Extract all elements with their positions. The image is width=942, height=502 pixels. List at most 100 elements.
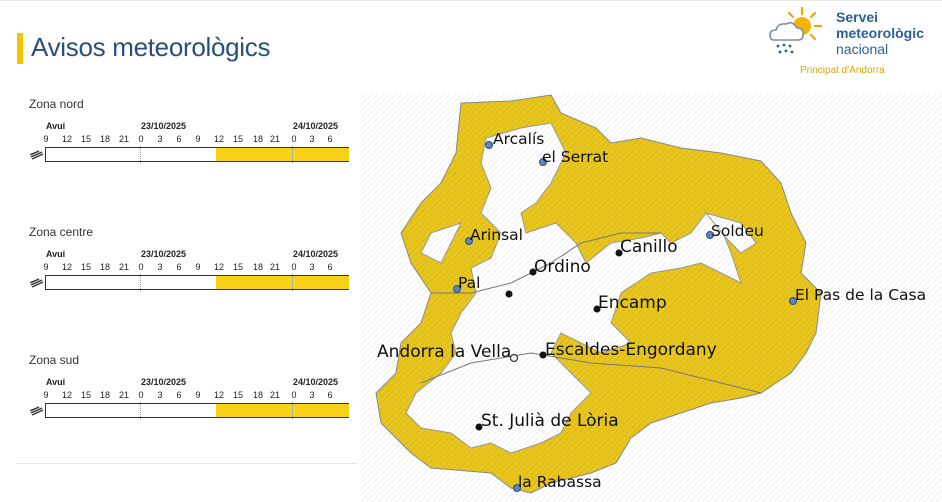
hour-label: 9 <box>195 262 201 272</box>
station-marker-pal <box>453 285 461 293</box>
day-label: 24/10/2025 <box>293 377 339 387</box>
hour-label: 0 <box>138 262 144 272</box>
town-marker-encamp <box>593 305 601 313</box>
zone-3: Zona sud Avui 23/10/2025 24/10/2025 9 12 15 18 2… <box>0 352 360 432</box>
town-marker-andorra-la-vella <box>509 353 519 363</box>
zone-2: Zona centre Avui 23/10/2025 24/10/2025 9 12 15… <box>0 224 360 304</box>
hour-label: 9 <box>43 390 49 400</box>
hour-label: 12 <box>213 134 224 144</box>
hour-label: 9 <box>195 390 201 400</box>
day-label: 23/10/2025 <box>141 377 187 387</box>
day-divider <box>140 274 141 291</box>
hour-label: 0 <box>291 262 297 272</box>
map-label-ordino: Ordino <box>534 257 591 277</box>
hour-label: 15 <box>80 390 91 400</box>
station-marker-la-rabassa <box>513 484 521 492</box>
hour-label: 3 <box>157 390 163 400</box>
zone-label: Zona nord <box>29 97 84 111</box>
map-label-canillo: Canillo <box>620 237 678 257</box>
hour-label: 0 <box>291 390 297 400</box>
hour-label: 12 <box>213 262 224 272</box>
logo-text: Servei meteorològic nacional <box>836 9 924 57</box>
hour-label: 18 <box>99 134 110 144</box>
warning-type-icon <box>30 278 44 288</box>
logo-subtitle: Principat d'Andorra <box>800 65 885 76</box>
hour-label: 15 <box>232 390 243 400</box>
hour-label: 3 <box>157 262 163 272</box>
station-marker-el-serrat <box>539 158 547 166</box>
day-label: Avui <box>46 377 66 387</box>
andorra-map[interactable]: Arcalís el Serrat Arinsal Pal Soldeu El … <box>361 93 942 502</box>
hour-label: 3 <box>157 134 163 144</box>
hour-label: 12 <box>61 390 72 400</box>
hour-label: 18 <box>252 262 263 272</box>
map-label-encamp: Encamp <box>598 293 667 313</box>
warning-yellow-segment[interactable] <box>216 276 349 289</box>
hour-label: 21 <box>118 390 129 400</box>
map-label-el-serrat: el Serrat <box>542 148 609 166</box>
hour-label: 12 <box>213 390 224 400</box>
hour-label: 9 <box>43 134 49 144</box>
map-label-pal: Pal <box>458 274 481 292</box>
hour-label: 6 <box>176 262 182 272</box>
station-marker-arinsal <box>465 237 473 245</box>
hour-label: 3 <box>309 390 315 400</box>
warning-yellow-segment[interactable] <box>216 148 349 161</box>
day-label: 23/10/2025 <box>141 249 187 259</box>
hour-label: 18 <box>252 134 263 144</box>
hour-label: 21 <box>269 262 280 272</box>
hour-label: 6 <box>176 134 182 144</box>
sun-cloud-rain-icon <box>769 6 823 54</box>
warning-timeline-bar[interactable] <box>45 274 349 291</box>
zone-1: Zona nord Avui 23/10/2025 24/10/2025 9 12 15 18… <box>0 96 360 176</box>
map-label-soldeu: Soldeu <box>711 222 764 240</box>
warning-timeline-bar[interactable] <box>45 402 349 419</box>
day-label: 24/10/2025 <box>293 121 339 131</box>
day-divider <box>292 146 293 163</box>
warning-yellow-segment[interactable] <box>216 404 349 417</box>
zone-label: Zona centre <box>29 225 94 239</box>
map-label-arcalis: Arcalís <box>493 130 545 148</box>
hour-label: 12 <box>61 134 72 144</box>
hour-label: 6 <box>327 134 333 144</box>
hour-label: 21 <box>269 134 280 144</box>
hour-label: 15 <box>80 134 91 144</box>
logo-line1: Servei <box>836 9 879 25</box>
day-label: 24/10/2025 <box>293 249 339 259</box>
day-divider <box>292 402 293 419</box>
map-svg <box>361 93 942 502</box>
logo: Servei meteorològic nacional Principat d… <box>766 6 936 84</box>
station-marker-arcalis <box>485 141 493 149</box>
logo-line2: meteorològic <box>836 25 924 41</box>
hour-label: 21 <box>118 134 129 144</box>
hour-label: 18 <box>252 390 263 400</box>
hour-label: 0 <box>291 134 297 144</box>
map-label-arinsal: Arinsal <box>470 226 523 244</box>
warning-type-icon <box>30 150 44 160</box>
logo-line3: nacional <box>836 41 889 57</box>
title-accent-bar <box>17 33 23 64</box>
hour-label: 9 <box>43 262 49 272</box>
map-label-andorra-la-vella: Andorra la Vella <box>377 342 512 362</box>
hour-label: 6 <box>327 390 333 400</box>
hour-label: 15 <box>232 262 243 272</box>
map-label-pas-de-la-casa: El Pas de la Casa <box>795 286 927 304</box>
town-marker-ordino-2 <box>505 290 513 298</box>
hour-label: 3 <box>309 262 315 272</box>
map-label-escaldes-engordany: Escaldes-Engordany <box>545 340 717 360</box>
hour-label: 15 <box>232 134 243 144</box>
town-marker-st-julia <box>475 423 483 431</box>
zone-label: Zona sud <box>29 353 80 367</box>
hour-label: 9 <box>195 134 201 144</box>
town-marker-escaldes <box>539 351 547 359</box>
map-label-la-rabassa: la Rabassa <box>518 473 602 491</box>
hour-label: 21 <box>269 390 280 400</box>
hour-label: 12 <box>61 262 72 272</box>
warning-type-icon <box>30 406 44 416</box>
top-border <box>0 0 942 1</box>
station-marker-pas-de-la-casa <box>789 297 797 305</box>
day-divider <box>140 402 141 419</box>
hour-label: 18 <box>99 390 110 400</box>
station-marker-soldeu <box>706 231 714 239</box>
warning-timeline-bar[interactable] <box>45 146 349 163</box>
